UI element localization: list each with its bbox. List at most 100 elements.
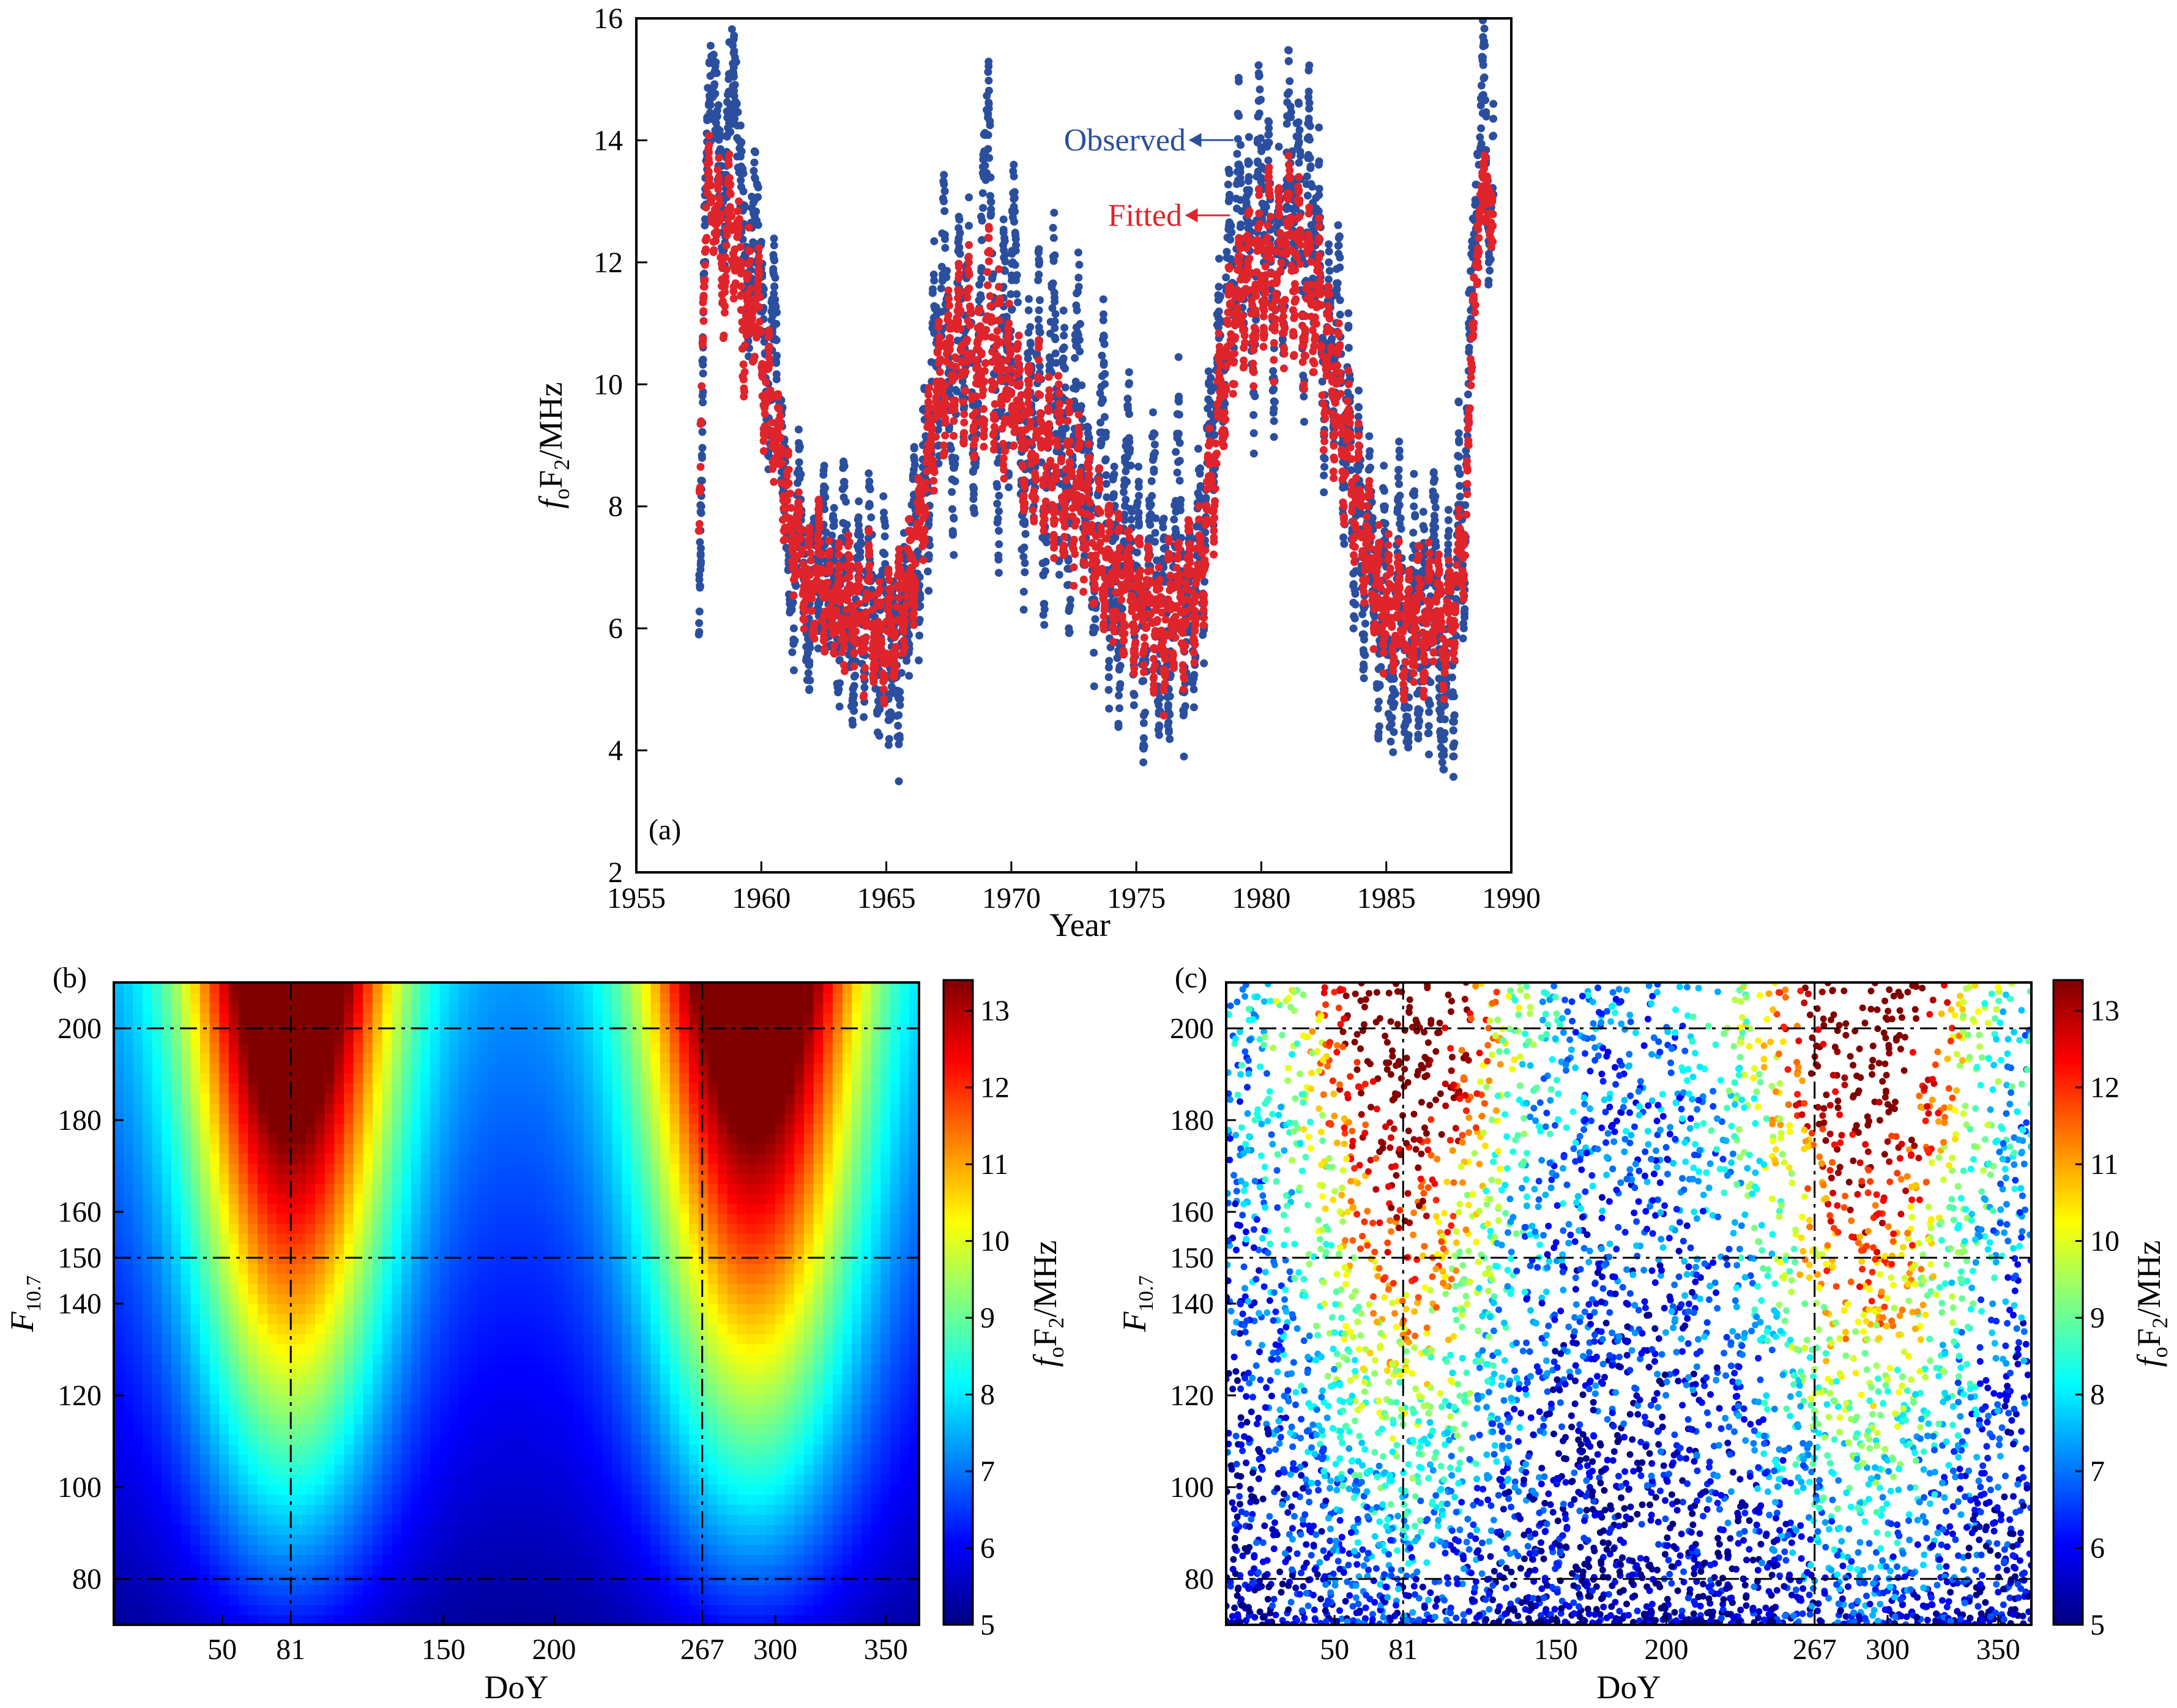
panel-a-point (977, 212, 985, 221)
panel-a-point (816, 538, 824, 547)
panel-a-point (801, 607, 809, 615)
panel-a-point (1270, 398, 1279, 406)
panel-a-point (1344, 344, 1353, 352)
panel-a-point (721, 282, 729, 291)
panel-a-point (706, 195, 715, 203)
panel-a-point (1010, 217, 1018, 226)
panel-a-point (710, 69, 718, 78)
panel-a-point (855, 600, 863, 608)
panel-a-point (784, 451, 792, 459)
panel-a-point (996, 375, 1005, 384)
panel-a-point (1481, 96, 1490, 105)
panel-a-point (792, 582, 800, 590)
panel-a-point (995, 507, 1003, 516)
panel-a-point (772, 375, 781, 384)
panel-a-point (765, 360, 774, 368)
panel-a-point (1099, 295, 1107, 303)
panel-a-point (890, 673, 898, 681)
panel-a-point (701, 215, 709, 223)
panel-a-point (950, 417, 958, 425)
panel-a-point (1011, 247, 1020, 255)
panel-a-point (1430, 531, 1438, 540)
panel-a-point (1175, 477, 1184, 485)
panel-a-point (1159, 514, 1168, 523)
panel-a-point (846, 581, 854, 589)
panel-a-point (710, 246, 718, 254)
panel-a-point (729, 283, 738, 291)
panel-a-point (1404, 734, 1412, 742)
panel-a-point (1325, 267, 1334, 275)
panel-a-point (735, 223, 743, 232)
panel-a-point (1035, 362, 1044, 371)
panel-a-point (701, 236, 710, 245)
panel-a-point (1295, 158, 1303, 167)
panel-a-point (773, 352, 781, 360)
panel-a-point (772, 358, 781, 367)
panel-a-point (895, 777, 903, 785)
panel-a-point (1133, 498, 1142, 507)
panel-a-point (757, 328, 765, 336)
panel-a-point (940, 180, 948, 188)
panel-a-point (986, 292, 994, 300)
panel-a-point (1306, 122, 1314, 130)
panel-a-point (994, 568, 1003, 577)
panel-a-point (915, 490, 923, 499)
panel-a-point (778, 459, 786, 467)
panel-a-point (752, 207, 761, 216)
panel-a-point (980, 417, 988, 425)
panel-a-point (1215, 283, 1223, 291)
panel-a-point (1336, 310, 1344, 319)
panel-a-point (965, 284, 973, 292)
panel-a-point (770, 241, 778, 250)
panel-a-point (960, 410, 969, 418)
panel-a-point (1120, 476, 1129, 485)
panel-a-point (1170, 515, 1178, 524)
panel-a-point (1235, 112, 1243, 120)
panel-a-point (1336, 253, 1344, 262)
panel-a-point (951, 385, 960, 394)
panel-a-point (948, 488, 956, 496)
panel-a-point (1099, 316, 1107, 325)
panel-a-point (1060, 324, 1069, 332)
panel-a-point (730, 87, 738, 95)
panel-a-point (1429, 468, 1438, 477)
panel-a-point (698, 477, 706, 485)
panel-a-point (945, 295, 953, 303)
panel-a-point (993, 518, 1002, 527)
panel-a-point (750, 158, 759, 167)
panel-a-point (945, 334, 954, 342)
panel-a-point (740, 384, 748, 393)
panel-a-point (1071, 377, 1080, 386)
panel-a-point (705, 100, 713, 108)
panel-a-point (1091, 615, 1100, 623)
panel-a-point (1100, 332, 1108, 340)
panel-a-point (1465, 343, 1473, 352)
panel-a-point (1049, 234, 1058, 242)
panel-a-point (1295, 138, 1303, 146)
panel-a-point (971, 435, 980, 444)
panel-a-point (805, 639, 814, 648)
panel-a-point (994, 283, 1003, 291)
panel-a-point (699, 283, 708, 291)
panel-a-point (1254, 61, 1263, 70)
panel-a-point (1021, 568, 1029, 576)
panel-a-point (961, 338, 970, 346)
panel-a-point (784, 466, 793, 474)
panel-a-point (770, 289, 778, 298)
panel-a-point (1176, 500, 1185, 509)
panel-a-point (941, 431, 950, 440)
panel-a-point (855, 497, 863, 505)
panel-a-point (1036, 427, 1044, 436)
panel-a-point (1035, 256, 1043, 264)
panel-a-point (955, 234, 963, 242)
panel-a-point (1479, 61, 1487, 69)
panel-a-point (730, 47, 739, 55)
panel-a-point (726, 181, 734, 190)
panel-a-point (1040, 600, 1048, 608)
panel-a-point (1126, 445, 1134, 453)
panel-a-point (1226, 254, 1234, 263)
panel-a-point (797, 526, 806, 535)
panel-a-point (1264, 156, 1273, 165)
panel-a-point (1041, 557, 1050, 566)
panel-a-point (732, 101, 740, 110)
